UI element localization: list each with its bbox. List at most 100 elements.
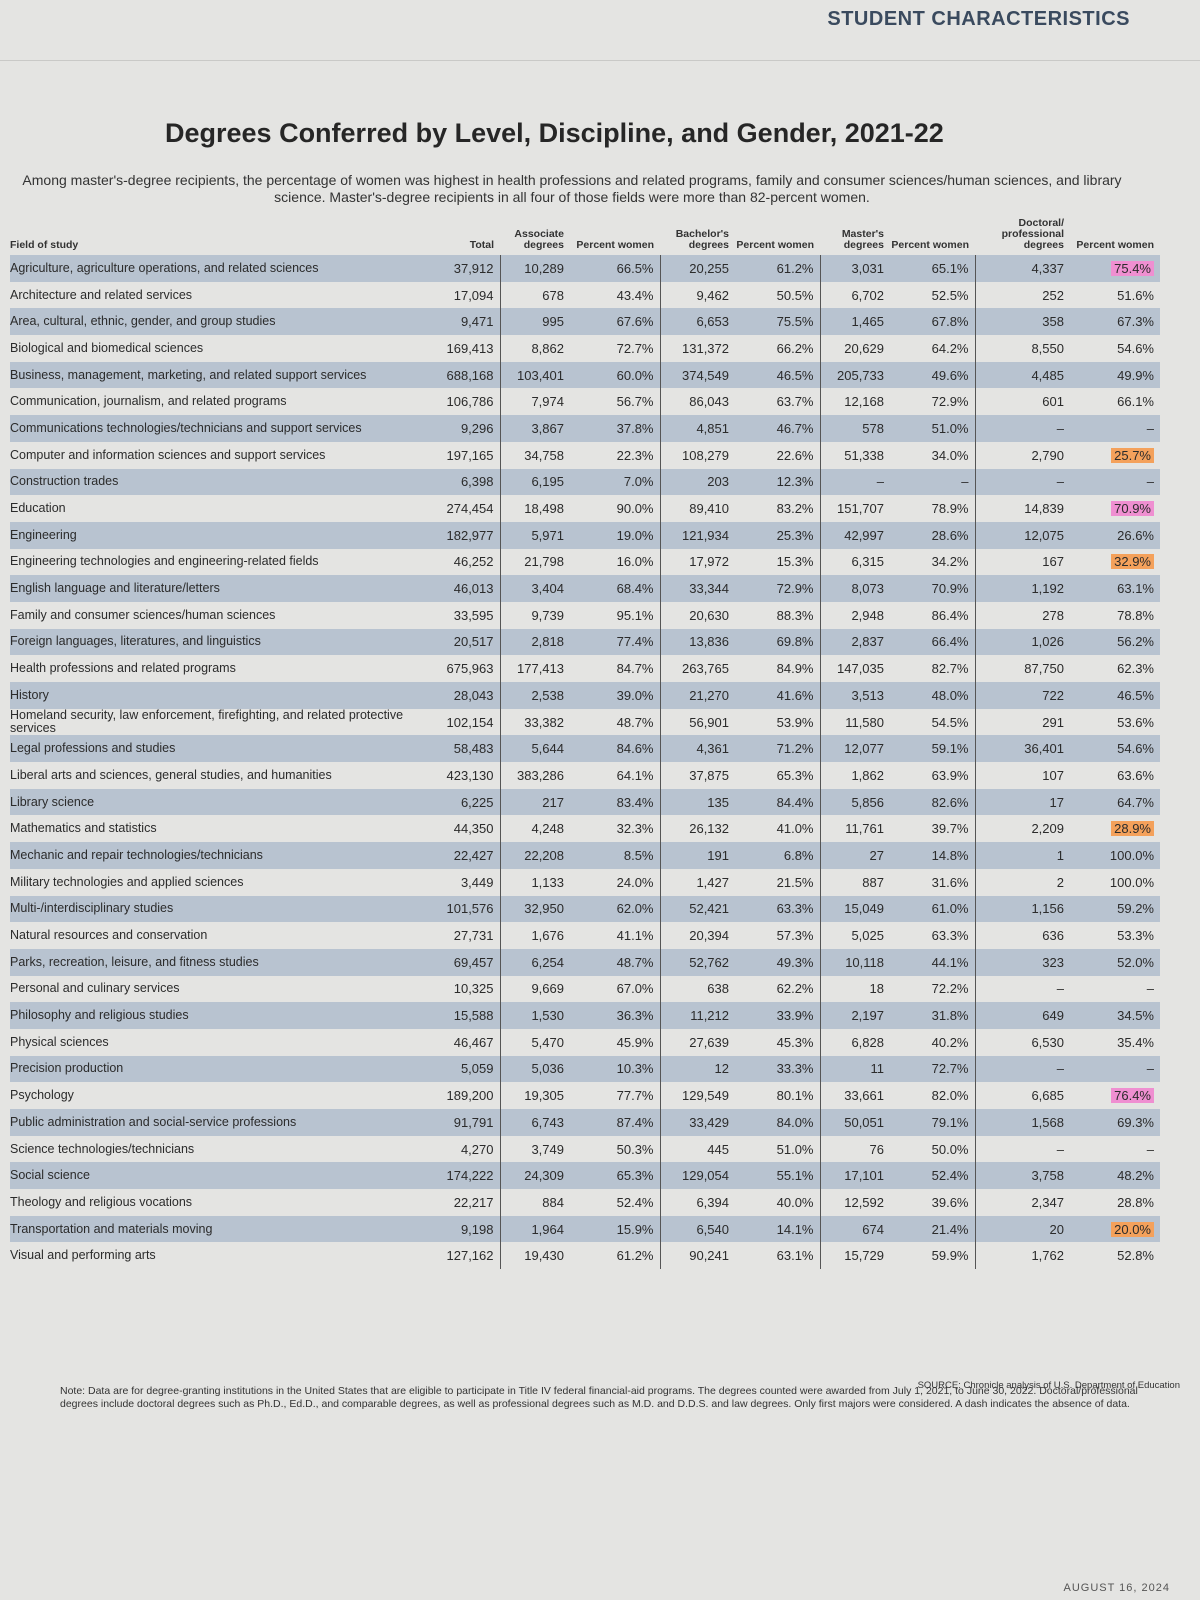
table-row: Education 274,454 18,498 90.0% 89,410 83.2% 15… — [10, 495, 1160, 522]
cell: 72.7% — [890, 1055, 975, 1083]
cell: 54.5% — [931, 714, 969, 730]
cell: 69,457 — [440, 948, 500, 976]
cell: 45.9% — [616, 1034, 654, 1050]
cell: 52.4% — [890, 1162, 975, 1190]
cell: 20 — [974, 1215, 1070, 1243]
cell: 36.3% — [570, 1002, 660, 1029]
cell: 197,165 — [446, 447, 494, 463]
highlighted-value: 70.9% — [1111, 501, 1154, 517]
cell: 1,192 — [974, 575, 1070, 602]
cell: 3,513 — [819, 682, 890, 709]
header-row: Field of study Total Associate degrees Perc… — [10, 218, 1160, 255]
field-name: Visual and performing arts — [10, 1248, 156, 1263]
cell: 65.3% — [570, 1162, 660, 1190]
cell: 18 — [819, 975, 890, 1003]
cell: 12,075 — [974, 521, 1070, 549]
column-header: Percent women — [1076, 239, 1154, 251]
cell: 63.3% — [735, 895, 820, 923]
section-header: STUDENT CHARACTERISTICS — [827, 8, 1130, 30]
cell: 5,059 — [440, 1055, 500, 1083]
cell: 52.8% — [1117, 1248, 1154, 1264]
cell: 10,289 — [499, 255, 570, 282]
cell: 10,325 — [453, 981, 494, 997]
cell: 50,051 — [819, 1109, 890, 1136]
cell: 147,035 — [819, 655, 890, 682]
table-row: Liberal arts and sciences, general studi… — [10, 762, 1160, 789]
cell: 6,540 — [659, 1215, 735, 1243]
field-name: Engineering technologies and engineering… — [10, 554, 319, 569]
cell: 6,394 — [659, 1189, 735, 1216]
table-row: Social science 174,222 24,309 65.3% 129,054 5… — [10, 1162, 1160, 1190]
cell: 91,791 — [440, 1109, 500, 1136]
cell: 69.3% — [1070, 1109, 1160, 1136]
cell: 52.5% — [931, 287, 969, 303]
cell: 71.2% — [735, 735, 820, 763]
cell: 2,818 — [499, 628, 570, 656]
cell: 33,382 — [499, 708, 570, 736]
table-row: Foreign languages, literatures, and ling… — [10, 628, 1160, 656]
cell: 11,580 — [819, 708, 890, 736]
cell: 37,912 — [440, 255, 500, 282]
cell: 12,592 — [819, 1189, 890, 1216]
cell: 49.3% — [735, 948, 820, 976]
cell: 72.9% — [735, 575, 820, 602]
cell: 95.1% — [616, 607, 654, 623]
cell: 61.2% — [735, 255, 820, 282]
cell: 4,361 — [659, 735, 735, 763]
field-name: Liberal arts and sciences, general studi… — [10, 767, 332, 782]
cell: 1,862 — [819, 762, 890, 789]
cell: 12 — [659, 1055, 735, 1083]
cell: 7.0% — [570, 468, 660, 496]
cell: 15,049 — [819, 895, 890, 923]
cell: 65.3% — [776, 767, 814, 783]
cell: 39.0% — [570, 682, 660, 709]
column-header: Percent women — [736, 239, 814, 251]
cell: 46,252 — [453, 554, 494, 570]
cell: 76 — [819, 1135, 890, 1163]
cell: 46.5% — [735, 361, 820, 389]
cell: 45.3% — [776, 1034, 814, 1050]
cell: 167 — [974, 548, 1070, 576]
cell: 27,639 — [659, 1028, 735, 1056]
cell: 10.3% — [570, 1055, 660, 1083]
cell: 49.9% — [1070, 361, 1160, 389]
cell: 28,043 — [440, 682, 500, 709]
table-row: Psychology 189,200 19,305 77.7% 129,549 80.1%… — [10, 1082, 1160, 1109]
cell: 58,483 — [440, 735, 500, 763]
cell: 14.8% — [890, 842, 975, 869]
highlighted-value: 25.7% — [1111, 447, 1154, 463]
cell: – — [1070, 1055, 1160, 1083]
column-header: Percent women — [891, 239, 969, 251]
cell: 24.0% — [616, 874, 654, 890]
cell: 46,467 — [453, 1034, 494, 1050]
field-name: Science technologies/technicians — [10, 1141, 195, 1156]
field-name: English language and literature/letters — [10, 575, 440, 602]
field-name: Social science — [10, 1162, 440, 1190]
cell: 21,798 — [499, 548, 570, 576]
table-row: Parks, recreation, leisure, and fitness … — [10, 948, 1160, 976]
cell: 39.7% — [931, 821, 969, 837]
table-row: Mathematics and statistics 44,350 4,248 32.… — [10, 815, 1160, 843]
cell: 27,731 — [453, 928, 494, 944]
cell: 13,836 — [659, 628, 735, 656]
field-name: Foreign languages, literatures, and ling… — [10, 628, 440, 656]
cell: 3,404 — [499, 575, 570, 602]
cell: 2,538 — [499, 682, 570, 709]
cell: 1,964 — [499, 1215, 570, 1243]
cell: 32.3% — [616, 821, 654, 837]
cell: 22,208 — [499, 842, 570, 869]
cell: 59.9% — [931, 1248, 969, 1264]
table-body: Agriculture, agriculture operations, and… — [10, 255, 1160, 1270]
cell: 217 — [499, 788, 570, 816]
cell: 578 — [819, 415, 890, 442]
cell: 15,729 — [819, 1242, 890, 1270]
cell: 2,790 — [974, 441, 1070, 469]
cell: – — [974, 975, 1070, 1003]
cell: 41.0% — [776, 821, 814, 837]
cell: 1,465 — [819, 308, 890, 336]
cell: 63.3% — [931, 928, 969, 944]
cell: 6,195 — [499, 468, 570, 496]
table-row: Philosophy and religious studies 15,588 1,… — [10, 1002, 1160, 1029]
cell: 191 — [659, 842, 735, 869]
field-name: Theology and religious vocations — [10, 1194, 193, 1209]
